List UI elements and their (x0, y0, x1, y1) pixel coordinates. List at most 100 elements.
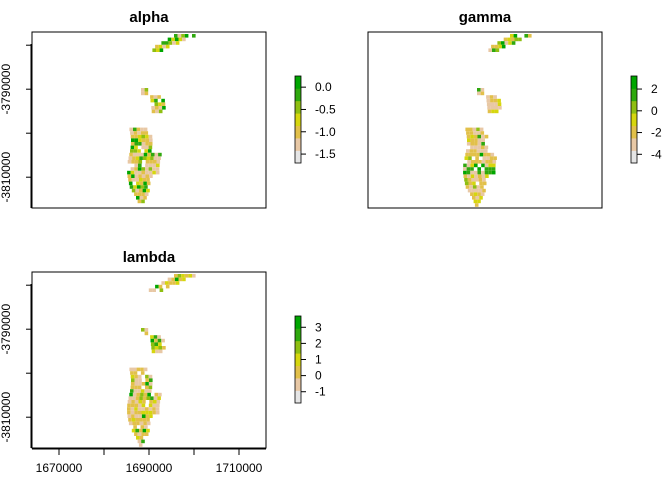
raster-cell (152, 170, 156, 175)
raster-cell (138, 378, 142, 382)
raster-cell (149, 138, 153, 142)
legend-frame (294, 75, 302, 164)
raster-cell (514, 37, 519, 42)
raster-cell (493, 98, 498, 103)
raster-cell (472, 152, 477, 157)
y-tick-label: -3790000 (0, 64, 13, 115)
raster-cell (467, 138, 471, 142)
raster-cell (154, 98, 158, 103)
raster-cell (158, 392, 162, 397)
raster-cell (476, 131, 481, 135)
raster-cell (141, 192, 145, 196)
raster-cell (127, 407, 131, 411)
raster-cell (171, 277, 175, 282)
raster-cell (494, 109, 499, 114)
raster-cell (482, 181, 487, 186)
raster-cell (477, 142, 482, 146)
raster-cell (150, 98, 155, 103)
raster-cell (162, 106, 166, 110)
color-legend: 3 2 1 0 -1 (294, 315, 326, 404)
raster-cell (474, 142, 478, 146)
raster-cell (145, 134, 149, 139)
raster-cell (131, 400, 135, 404)
raster-cell (471, 188, 475, 193)
raster-cell (135, 178, 139, 182)
raster-cell (488, 167, 492, 171)
raster-cell (174, 37, 179, 42)
raster-cell (129, 127, 133, 132)
raster-cell (471, 178, 475, 182)
raster-cell (134, 407, 138, 411)
raster-cell (131, 138, 135, 142)
raster-cell (145, 407, 149, 411)
raster-cell (479, 196, 483, 200)
raster-cell (485, 174, 489, 178)
raster-cell (470, 138, 475, 142)
raster-cell (528, 34, 532, 38)
raster-cell (156, 48, 160, 52)
raster-cell (130, 385, 135, 390)
raster-cell (486, 98, 491, 103)
panel-lambda: lambda -3790000 -3810000 1670000 1690000 17… (0, 249, 326, 475)
raster-cell (150, 152, 155, 157)
raster-cell (475, 156, 479, 160)
raster-cell (476, 185, 481, 189)
raster-cell (135, 188, 139, 193)
raster-cell (154, 346, 159, 350)
raster-cell (129, 367, 133, 372)
raster-cell (486, 156, 490, 160)
raster-cell (134, 410, 138, 415)
raster-cell (131, 428, 136, 433)
raster-map (463, 34, 532, 207)
raster-cell (477, 192, 481, 196)
legend-tick-label: 0 (315, 369, 322, 383)
raster-cell (188, 274, 192, 278)
raster-cell (470, 163, 474, 168)
raster-cell (174, 34, 178, 38)
raster-cell (154, 392, 159, 397)
raster-cell (466, 170, 471, 175)
raster-cell (142, 188, 147, 193)
raster-cell (147, 392, 151, 397)
raster-cell (162, 346, 166, 350)
raster-cell (172, 41, 176, 45)
raster-cell (484, 134, 489, 139)
raster-cell (481, 134, 485, 139)
raster-cell (130, 403, 135, 408)
y-tick-label: -3810000 (0, 152, 13, 203)
legend-tick-label: 1 (315, 353, 322, 367)
x-tick-label: 1690000 (126, 461, 173, 475)
raster-cell (136, 436, 140, 440)
raster-cell (141, 410, 146, 415)
raster-cell (155, 109, 159, 114)
raster-cell (140, 127, 144, 132)
raster-cell (128, 156, 133, 160)
raster-cell (487, 109, 492, 114)
raster-cell (140, 152, 144, 157)
raster-cell (151, 346, 155, 350)
raster-cell (134, 400, 139, 404)
raster-cell (133, 389, 138, 393)
legend-color-step (631, 76, 637, 89)
raster-cell (137, 134, 142, 139)
raster-cell (466, 142, 471, 146)
raster-cell (158, 349, 163, 354)
raster-cell (158, 342, 162, 346)
raster-cell (142, 396, 147, 400)
raster-cell (141, 170, 146, 175)
legend-tick-label: -1.5 (315, 147, 336, 161)
raster-cell (141, 432, 145, 436)
raster-cell (144, 91, 149, 96)
x-tick-label: 1710000 (216, 461, 263, 475)
raster-cell (465, 152, 469, 157)
raster-cell (137, 167, 142, 171)
raster-cell (132, 152, 137, 157)
raster-cell (146, 178, 150, 182)
raster-cell (477, 174, 482, 178)
raster-cell (482, 178, 486, 182)
raster-cell (130, 167, 135, 171)
raster-cell (463, 163, 467, 168)
raster-cell (480, 88, 485, 92)
legend-color-step (295, 328, 301, 342)
raster-cell (468, 181, 473, 186)
